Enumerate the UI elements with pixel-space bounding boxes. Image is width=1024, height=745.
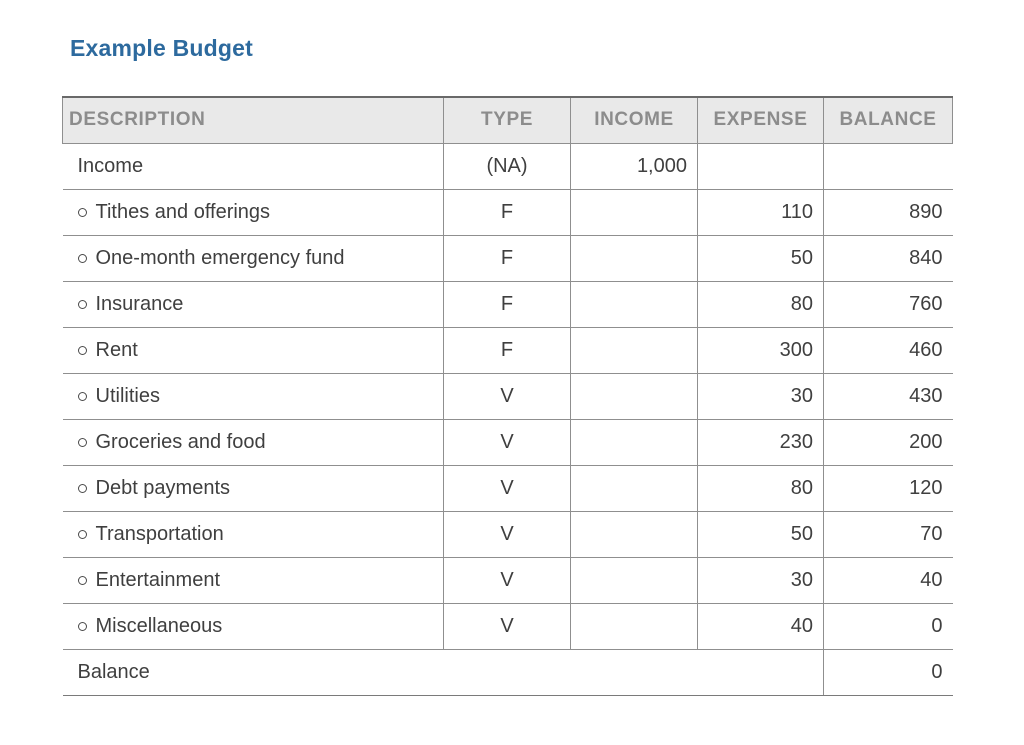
cell-type: (NA) [443,143,571,190]
row-label: Miscellaneous [95,614,223,637]
cell-income [570,603,698,650]
cell-type: V [443,373,571,420]
row-label: Transportation [95,522,224,545]
cell-expense: 50 [697,235,824,282]
cell-expense: 80 [697,465,824,512]
bullet-circle-icon [77,253,87,263]
row-label: Tithes and offerings [95,200,271,223]
row-label: Rent [95,338,138,361]
table-row: Tithes and offerings F 110 890 [62,189,953,236]
cell-income [570,327,698,374]
cell-balance: 200 [823,419,953,466]
row-label: Insurance [95,292,184,315]
cell-description: Income [62,143,444,190]
cell-balance: 760 [823,281,953,328]
column-header-balance: BALANCE [823,96,953,144]
bullet-circle-icon [77,483,87,493]
column-header-expense: EXPENSE [697,96,824,144]
row-label: Debt payments [95,476,231,499]
cell-description: Miscellaneous [62,603,444,650]
cell-balance: 120 [823,465,953,512]
cell-type: V [443,465,571,512]
budget-table: DESCRIPTION TYPE INCOME EXPENSE BALANCE … [62,96,953,696]
cell-description: Transportation [62,511,444,558]
cell-balance: 890 [823,189,953,236]
cell-expense: 30 [697,373,824,420]
cell-footer-label: Balance [62,649,824,696]
bullet-circle-icon [77,529,87,539]
cell-expense: 50 [697,511,824,558]
cell-balance: 40 [823,557,953,604]
row-label: Groceries and food [95,430,266,453]
cell-income [570,235,698,282]
cell-description: One-month emergency fund [62,235,444,282]
cell-income [570,189,698,236]
cell-balance: 430 [823,373,953,420]
cell-balance: 0 [823,603,953,650]
bullet-circle-icon [77,437,87,447]
cell-description: Tithes and offerings [62,189,444,236]
cell-balance: 70 [823,511,953,558]
cell-expense: 300 [697,327,824,374]
cell-description: Debt payments [62,465,444,512]
table-header-row: DESCRIPTION TYPE INCOME EXPENSE BALANCE [62,96,953,144]
cell-expense: 30 [697,557,824,604]
row-label: Utilities [95,384,160,407]
table-row: Debt payments V 80 120 [62,465,953,512]
cell-income [570,511,698,558]
page-title: Example Budget [70,35,254,61]
column-header-income: INCOME [570,96,698,144]
cell-type: V [443,603,571,650]
cell-balance [823,143,953,190]
cell-type: V [443,511,571,558]
cell-type: V [443,419,571,466]
cell-type: V [443,557,571,604]
row-label: Entertainment [95,568,221,591]
table-row: Groceries and food V 230 200 [62,419,953,466]
cell-description: Utilities [62,373,444,420]
cell-description: Insurance [62,281,444,328]
cell-expense: 40 [697,603,824,650]
table-row: Income (NA) 1,000 [62,143,953,190]
bullet-circle-icon [77,575,87,585]
table-row: Utilities V 30 430 [62,373,953,420]
bullet-circle-icon [77,207,87,217]
table-footer-row: Balance 0 [62,649,953,696]
cell-income [570,465,698,512]
cell-income [570,419,698,466]
column-header-description: DESCRIPTION [62,96,444,144]
row-label: One-month emergency fund [95,246,345,269]
cell-income [570,281,698,328]
bullet-circle-icon [77,621,87,631]
cell-description: Entertainment [62,557,444,604]
cell-income [570,557,698,604]
bullet-circle-icon [77,299,87,309]
cell-description: Rent [62,327,444,374]
bullet-circle-icon [77,391,87,401]
cell-expense: 230 [697,419,824,466]
cell-type: F [443,189,571,236]
cell-balance: 840 [823,235,953,282]
cell-description: Groceries and food [62,419,444,466]
column-header-type: TYPE [443,96,571,144]
cell-type: F [443,235,571,282]
table-row: Entertainment V 30 40 [62,557,953,604]
table-row: Miscellaneous V 40 0 [62,603,953,650]
row-label: Income [77,154,144,177]
cell-footer-balance: 0 [823,649,953,696]
cell-expense [697,143,824,190]
cell-type: F [443,281,571,328]
cell-income [570,373,698,420]
cell-type: F [443,327,571,374]
table-row: Rent F 300 460 [62,327,953,374]
table-row: Transportation V 50 70 [62,511,953,558]
cell-balance: 460 [823,327,953,374]
cell-expense: 80 [697,281,824,328]
table-row: Insurance F 80 760 [62,281,953,328]
cell-expense: 110 [697,189,824,236]
cell-income: 1,000 [570,143,698,190]
table-row: One-month emergency fund F 50 840 [62,235,953,282]
bullet-circle-icon [77,345,87,355]
